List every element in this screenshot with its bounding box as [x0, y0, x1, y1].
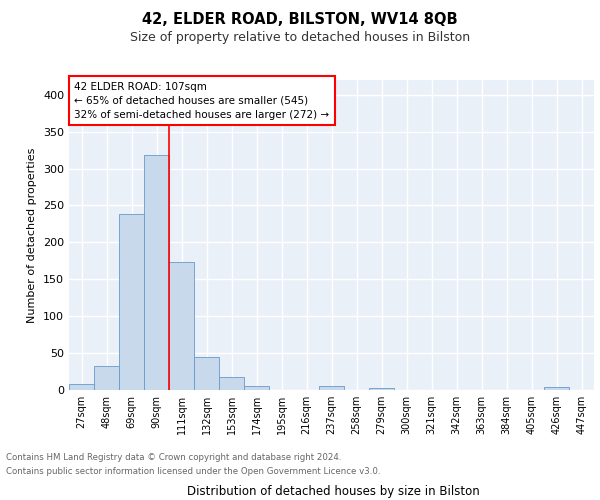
- Bar: [94, 366, 119, 390]
- Text: Distribution of detached houses by size in Bilston: Distribution of detached houses by size …: [187, 484, 479, 498]
- Text: Contains HM Land Registry data © Crown copyright and database right 2024.: Contains HM Land Registry data © Crown c…: [6, 454, 341, 462]
- Text: Size of property relative to detached houses in Bilston: Size of property relative to detached ho…: [130, 31, 470, 44]
- Bar: [194, 357, 219, 390]
- Bar: [544, 387, 569, 390]
- Bar: [69, 384, 94, 390]
- Bar: [169, 262, 194, 390]
- Text: 42 ELDER ROAD: 107sqm
← 65% of detached houses are smaller (545)
32% of semi-det: 42 ELDER ROAD: 107sqm ← 65% of detached …: [74, 82, 329, 120]
- Bar: [219, 378, 244, 390]
- Bar: [244, 386, 269, 390]
- Bar: [369, 388, 394, 390]
- Bar: [144, 156, 169, 390]
- Bar: [319, 386, 344, 390]
- Bar: [119, 214, 144, 390]
- Text: Contains public sector information licensed under the Open Government Licence v3: Contains public sector information licen…: [6, 467, 380, 476]
- Y-axis label: Number of detached properties: Number of detached properties: [28, 148, 37, 322]
- Text: 42, ELDER ROAD, BILSTON, WV14 8QB: 42, ELDER ROAD, BILSTON, WV14 8QB: [142, 12, 458, 28]
